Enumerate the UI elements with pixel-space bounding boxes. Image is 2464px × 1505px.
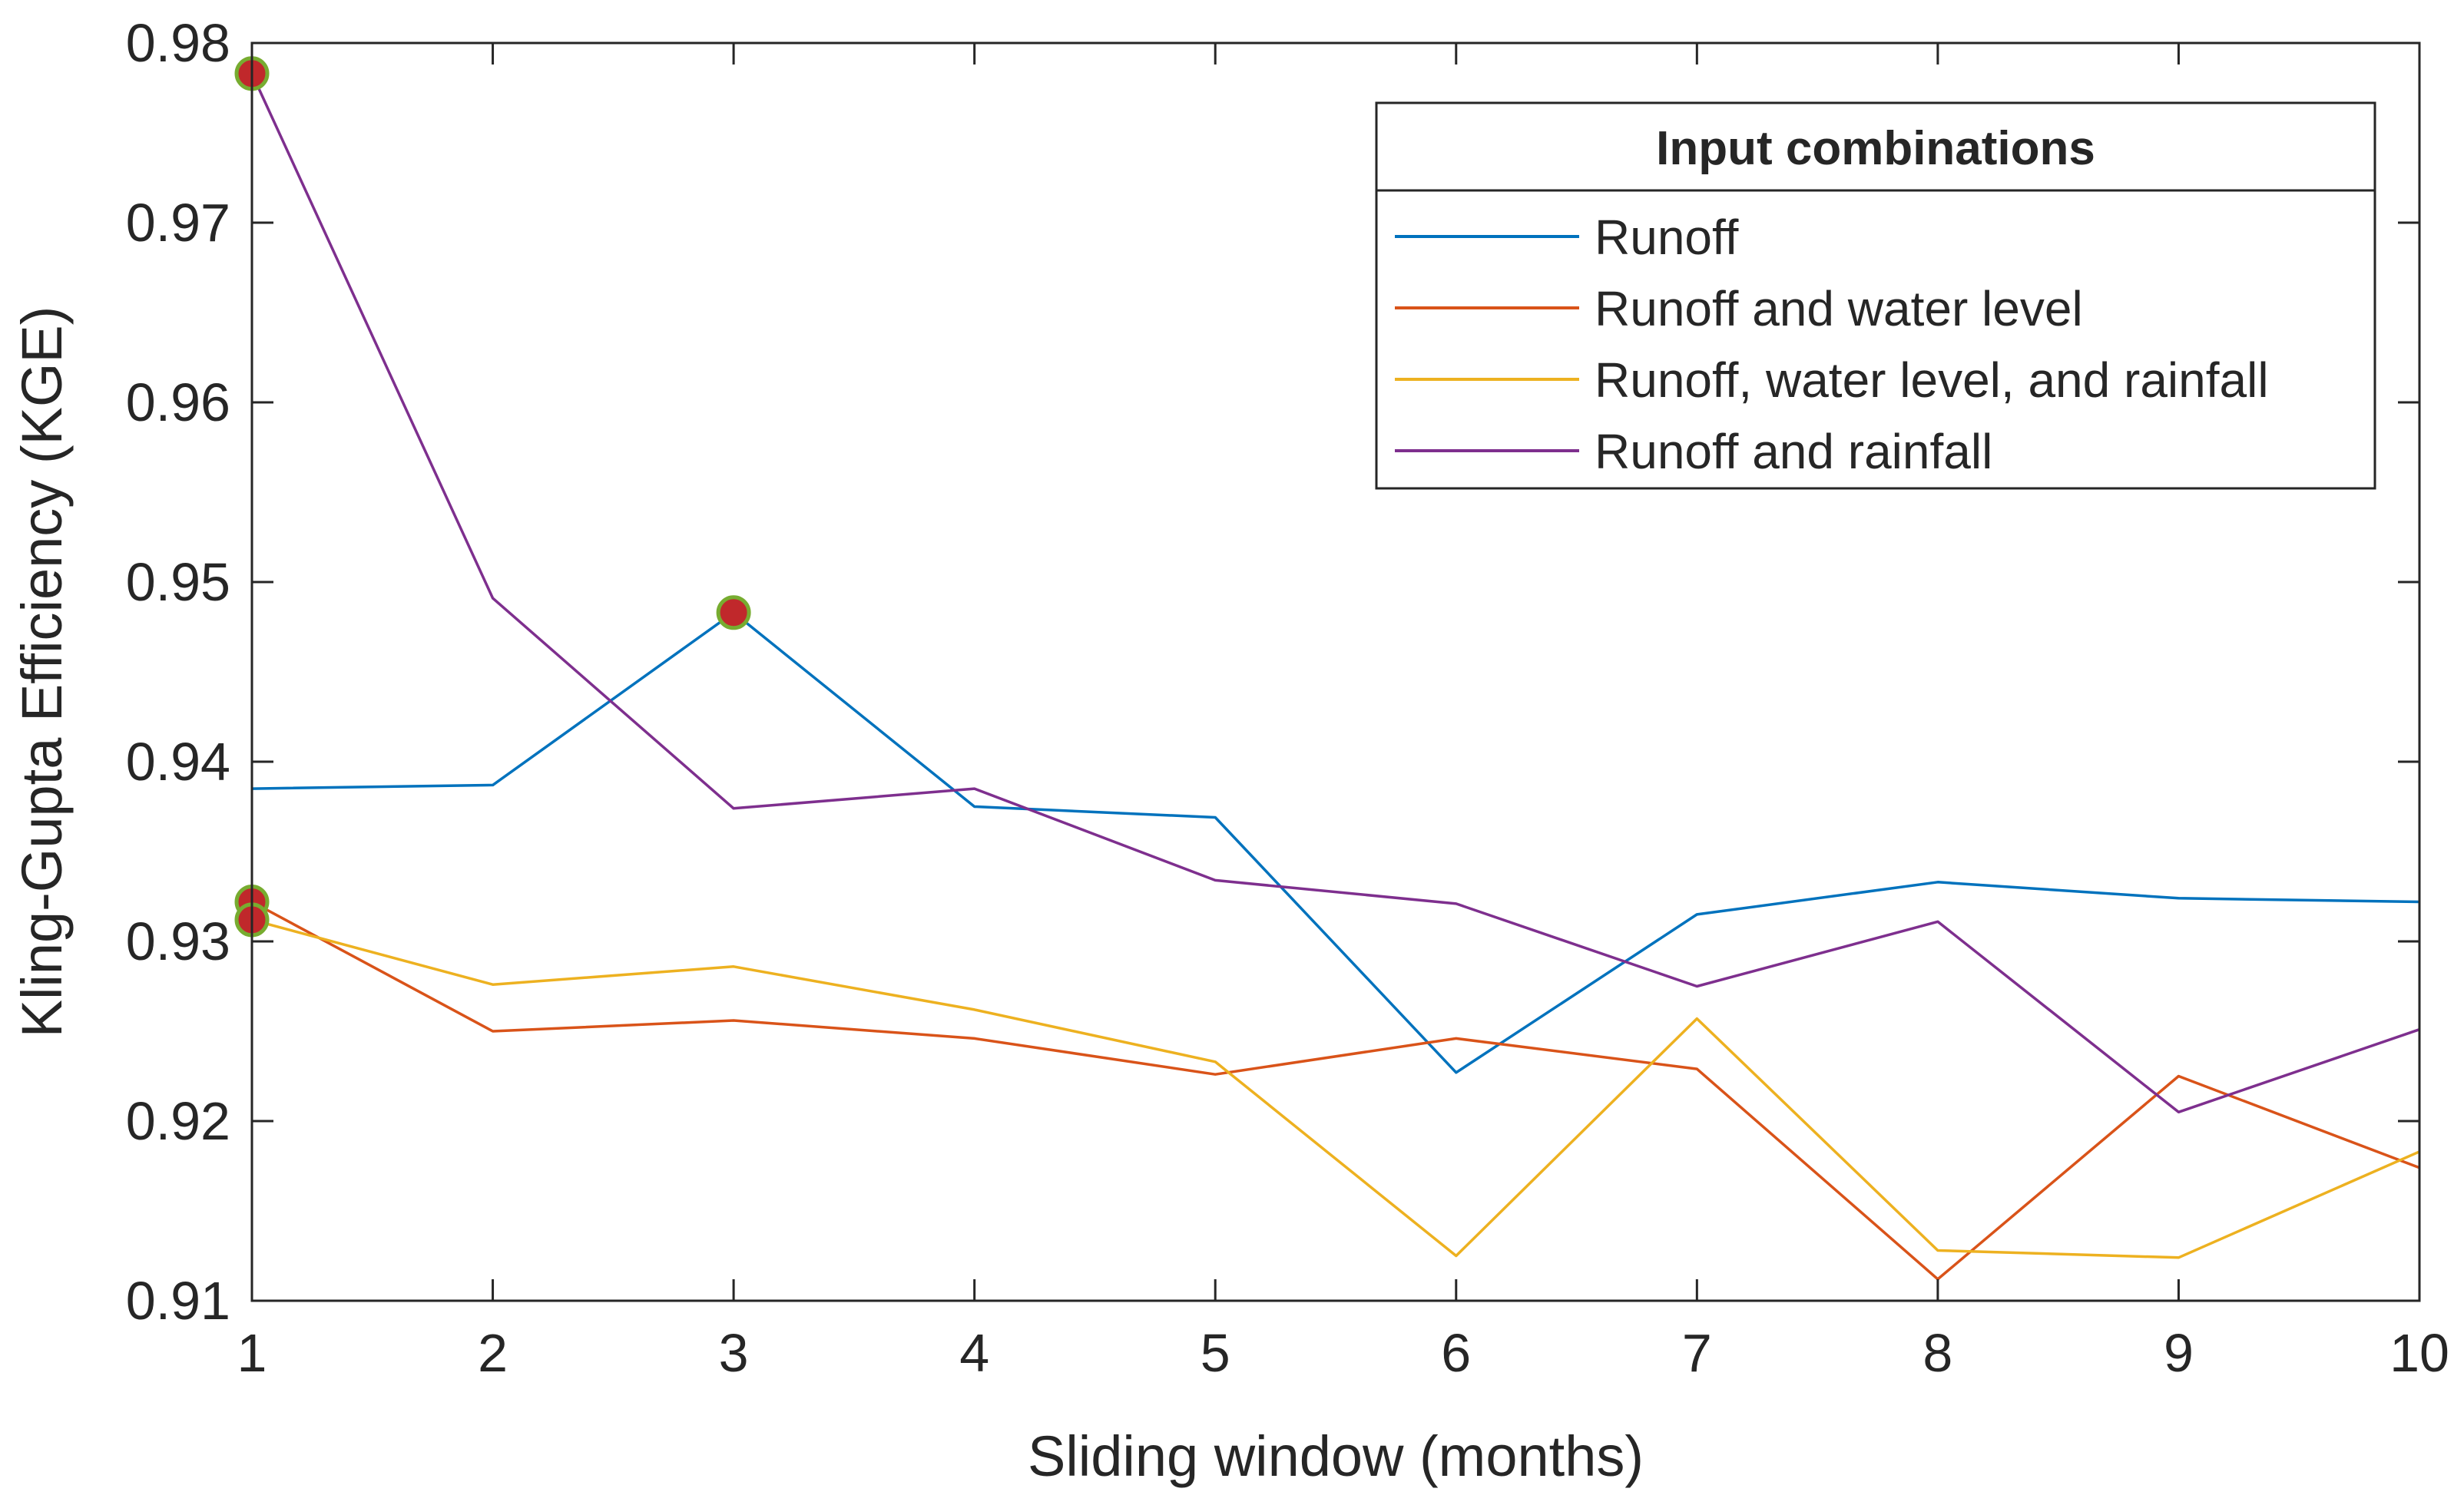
legend-label-runoff-and-rainfall: Runoff and rainfall <box>1595 424 1992 479</box>
x-tick-label: 7 <box>1682 1323 1712 1383</box>
y-axis-label: Kling-Gupta Efficiency (KGE) <box>10 306 74 1038</box>
x-tick-label: 2 <box>478 1323 508 1383</box>
y-tick-label: 0.96 <box>126 372 230 432</box>
series-line-runoff-and-rainfall <box>250 73 2420 1114</box>
series-line-runoff-and-water-level <box>251 900 2420 1281</box>
x-tick-label: 5 <box>1201 1323 1230 1383</box>
x-tick-label: 9 <box>2164 1323 2194 1383</box>
series-layer <box>250 73 2420 1281</box>
legend: Input combinations Runoff Runoff and wate… <box>1375 101 2376 490</box>
plot-area-frame <box>250 41 2421 1302</box>
legend-label-runoff-water-level-and-rainfall: Runoff, water level, and rainfall <box>1595 352 2269 408</box>
legend-label-runoff-and-water-level: Runoff and water level <box>1595 281 2083 336</box>
x-tick-label: 3 <box>719 1323 749 1383</box>
y-tick-label: 0.95 <box>126 552 230 612</box>
y-tick-label: 0.91 <box>126 1271 230 1331</box>
y-tick-label: 0.92 <box>126 1091 230 1151</box>
legend-title: Input combinations <box>1656 122 2095 175</box>
series-line-runoff <box>251 611 2420 1074</box>
y-tick-label: 0.94 <box>126 732 230 792</box>
x-tick-label: 10 <box>2389 1323 2449 1383</box>
legend-label-runoff: Runoff <box>1595 210 1739 265</box>
y-tick-label: 0.97 <box>126 193 230 253</box>
x-tick-label: 6 <box>1441 1323 1471 1383</box>
legend-entries: Runoff Runoff and water level Runoff, wate… <box>1395 210 2269 479</box>
legend-box <box>1375 101 2376 490</box>
best-point-marker-runoff <box>716 595 751 630</box>
x-axis-label: Sliding window (months) <box>1028 1424 1644 1488</box>
axes-layer: 1 2 3 4 5 6 7 8 9 10 0.91 0.92 0.93 0.94 0.95 0.96 0.97 0… <box>126 13 2449 1383</box>
x-tick-label: 8 <box>1923 1323 1952 1383</box>
series-line-runoff-water-level-and-rainfall <box>251 918 2420 1259</box>
x-tick-label: 1 <box>237 1323 267 1383</box>
y-tick-label: 0.93 <box>126 911 230 971</box>
y-tick-label: 0.98 <box>126 13 230 73</box>
x-tick-label: 4 <box>959 1323 989 1383</box>
